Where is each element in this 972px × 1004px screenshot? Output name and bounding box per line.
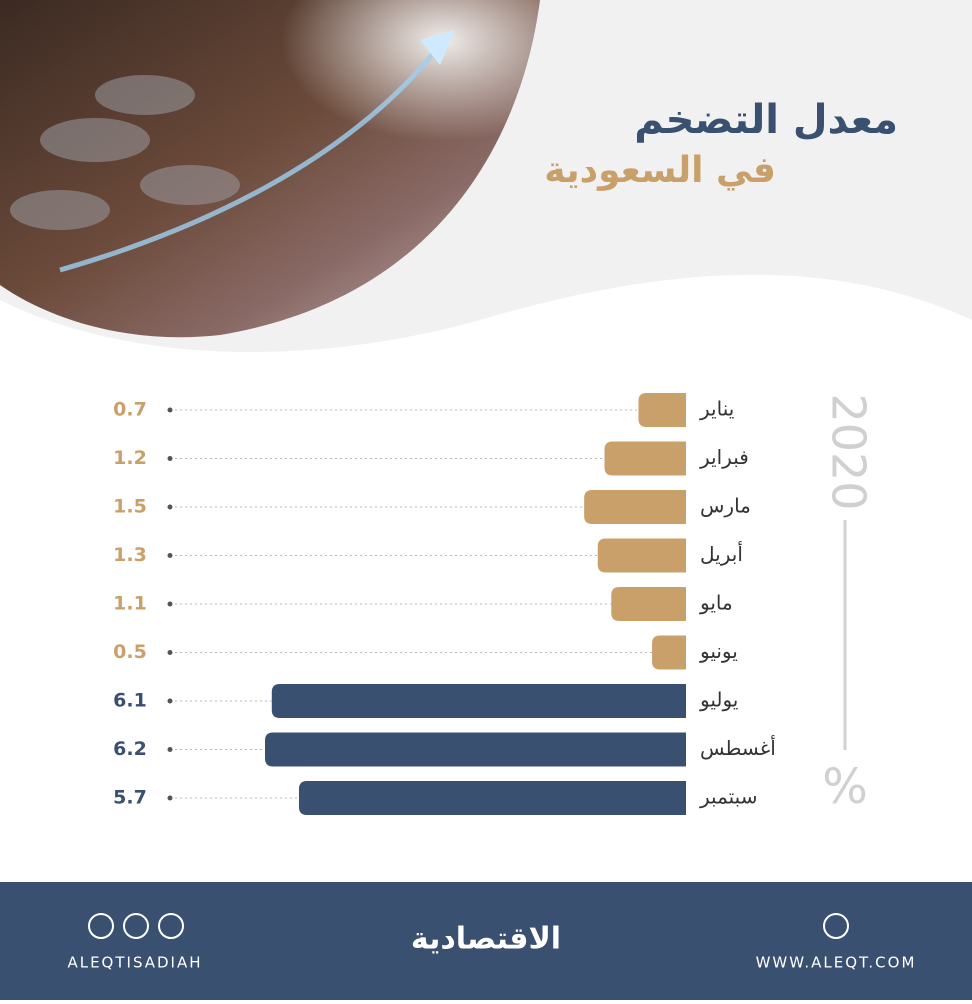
category-label: يونيو [699,639,738,663]
unit-label: % [822,759,868,815]
website: WWW.ALEQT.COM [756,954,917,972]
value-label: 1.3 [113,544,147,566]
category-label: أبريل [700,541,743,566]
social-icons [88,913,849,939]
bar [611,587,686,621]
bar [597,538,686,573]
leader-dot [167,795,173,801]
leader-dot [167,601,173,607]
category-label: سبتمبر [699,785,757,809]
bar [638,393,686,427]
year-label: 2020 [822,393,876,510]
footer [0,882,972,1000]
value-label: 5.7 [113,787,147,809]
bar [652,635,686,670]
leader-dot [167,650,173,655]
category-label: أغسطس [700,735,776,760]
title: معدل التضخم [634,97,898,143]
arrow-head [420,30,455,65]
bar [298,781,686,815]
bar [604,441,686,476]
value-label: 1.5 [113,496,147,518]
category-label: يوليو [699,688,738,712]
leader-dot [167,456,173,461]
coins [10,75,240,230]
value-label: 6.1 [113,690,147,712]
logo: الاقتصادية [411,922,561,957]
category-label: فبراير [699,445,749,469]
value-label: 1.2 [113,447,147,469]
category-label: مارس [700,494,751,518]
category-label: يناير [699,397,734,421]
subtitle: في السعودية [544,150,776,191]
value-label: 0.5 [113,641,147,663]
leader-dot [167,553,173,558]
leader-dot [167,504,173,510]
bar [265,732,686,767]
bar [271,684,686,718]
leader-dot [167,747,173,752]
leader-dot [167,698,173,704]
category-label: مايو [699,591,733,615]
trend-arrow [59,43,442,273]
value-label: 1.1 [113,593,147,615]
leader-dot [167,407,173,413]
social-handle: ALEQTISADIAH [67,954,202,972]
value-label: 0.7 [113,399,147,421]
bar [584,490,686,524]
value-label: 6.2 [113,738,147,760]
plot: 0.7 يناير 1.2 فبراير 1.5 مارس 1.3 أبريل 1.1 مايو 0… [113,393,776,815]
